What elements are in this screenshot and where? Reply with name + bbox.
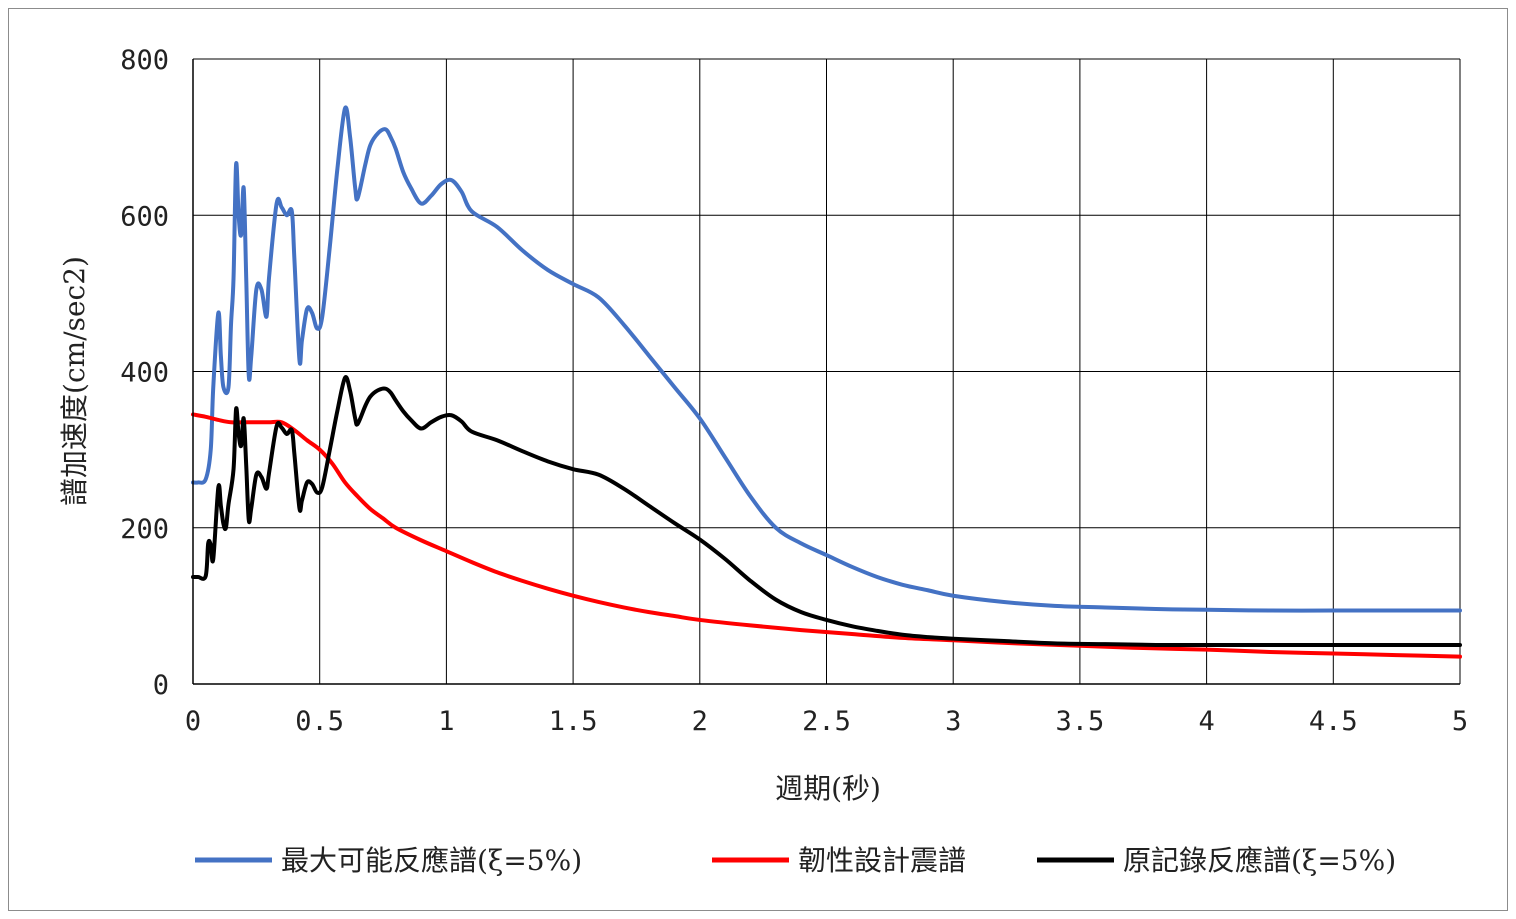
legend-label-ductile-design: 韌性設計震譜	[798, 844, 966, 877]
response-spectrum-chart: 0 0.5 1 1.5 2 2.5 3 3.5 4 4.5 5 0 200 400 600 800 週期(秒)…	[58, 45, 1468, 877]
x-axis-title: 週期(秒)	[775, 772, 881, 805]
legend: 最大可能反應譜(ξ=5%) 韌性設計震譜 原記錄反應譜(ξ=5%)	[195, 844, 1396, 877]
grid-layer	[193, 58, 1461, 684]
legend-label-original-record: 原記錄反應譜(ξ=5%)	[1123, 844, 1396, 877]
x-tick-label: 4	[1198, 706, 1214, 737]
x-tick-label: 3.5	[1056, 706, 1105, 737]
series-line-original-record	[191, 375, 1462, 647]
x-tick-label: 5	[1452, 706, 1468, 737]
x-tick-label: 1	[438, 706, 454, 737]
y-tick-label: 200	[120, 514, 169, 545]
tick-labels: 0 0.5 1 1.5 2 2.5 3 3.5 4 4.5 5 0 200 400 600 800	[120, 45, 1468, 737]
x-tick-label: 0.5	[295, 706, 344, 737]
x-tick-label: 1.5	[549, 706, 598, 737]
series-line-max-response	[191, 105, 1462, 613]
x-tick-label: 3	[945, 706, 961, 737]
axis-layer	[192, 59, 1460, 685]
series-layer	[191, 105, 1462, 659]
y-tick-label: 600	[120, 201, 169, 232]
y-tick-label: 0	[153, 670, 169, 701]
x-tick-label: 4.5	[1309, 706, 1358, 737]
x-tick-label: 0	[185, 706, 201, 737]
y-tick-label: 400	[120, 358, 169, 389]
x-tick-label: 2.5	[802, 706, 851, 737]
x-tick-label: 2	[692, 706, 708, 737]
y-tick-label: 800	[120, 45, 169, 76]
y-axis-title: 譜加速度(cm/sec2)	[58, 256, 91, 506]
chart-frame: 0 0.5 1 1.5 2 2.5 3 3.5 4 4.5 5 0 200 400 600 800 週期(秒)…	[8, 8, 1508, 911]
legend-label-max-response: 最大可能反應譜(ξ=5%)	[281, 844, 582, 877]
